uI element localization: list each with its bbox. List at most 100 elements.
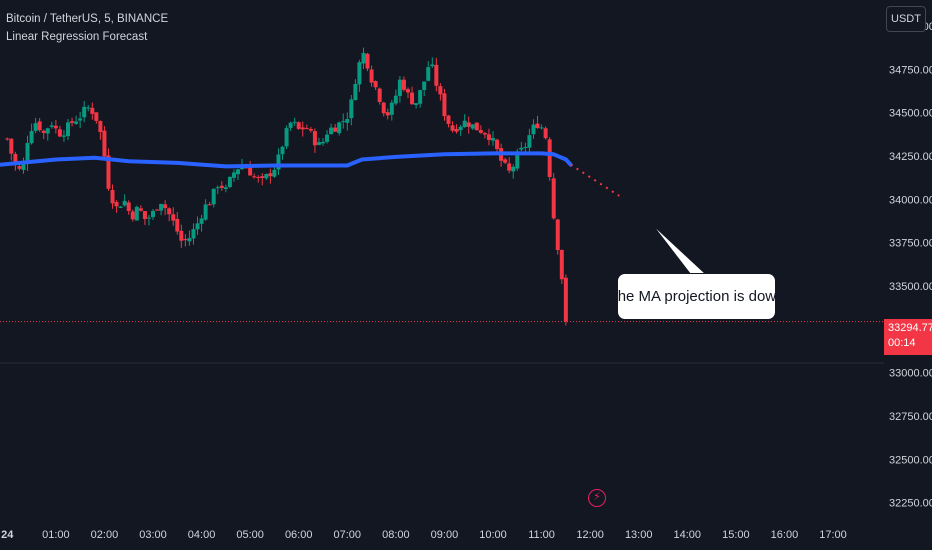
candle [446, 114, 451, 128]
candle [82, 101, 87, 123]
currency-unit-button[interactable]: USDT [886, 6, 926, 32]
candle [66, 118, 70, 140]
candle [53, 119, 58, 134]
candle [199, 214, 204, 232]
y-tick-label: 34750.00 [889, 64, 932, 76]
callout-annotation[interactable]: The MA projection is down [609, 273, 784, 320]
candle-body [41, 130, 46, 133]
x-tick-label: 13:00 [625, 529, 653, 541]
candle [5, 137, 10, 141]
candle-body [203, 204, 208, 220]
candle [203, 199, 208, 221]
candle-body [236, 169, 240, 175]
candle [527, 128, 532, 154]
x-axis[interactable]: 24 01:00 02:00 03:00 04:00 05:00 06:00 07:00 08:… [1, 529, 847, 541]
candle-body [126, 202, 131, 211]
indicator-title[interactable]: Linear Regression Forecast [6, 31, 148, 43]
candle-body [486, 134, 491, 140]
candle [547, 137, 552, 181]
candle [86, 104, 91, 112]
candle [21, 157, 26, 174]
candle-body [17, 166, 22, 169]
candle-body [531, 124, 536, 135]
candle [25, 135, 30, 172]
candle [438, 83, 443, 101]
candle [454, 124, 459, 134]
candle-body [373, 81, 378, 88]
candle [422, 81, 427, 97]
last-price-tag: 33294.77 00:14 [884, 319, 932, 355]
candle [223, 184, 228, 193]
candle [183, 234, 188, 247]
symbol-title[interactable]: Bitcoin / TetherUS, 5, BINANCE [6, 13, 169, 25]
candle-body [183, 239, 188, 241]
candle [325, 130, 330, 144]
candle [187, 230, 192, 246]
x-tick-label: 05:00 [236, 529, 264, 541]
candle [260, 173, 265, 186]
candle [106, 148, 111, 191]
y-tick-label: 32500.00 [889, 454, 932, 466]
candle [519, 141, 524, 152]
candle-body [179, 230, 184, 241]
ma-line [0, 151, 573, 169]
candle-body [33, 123, 38, 131]
y-tick-label: 32750.00 [889, 411, 932, 423]
candle-body [361, 52, 366, 64]
candle-body [260, 176, 265, 178]
candle [78, 111, 83, 129]
candle-body [53, 125, 58, 129]
y-axis[interactable]: 35000.0034750.0034500.0034250.0034000.00… [889, 21, 932, 510]
chart-header: Bitcoin / TetherUS, 5, BINANCE Linear Re… [6, 10, 168, 46]
candle [276, 148, 281, 175]
candle [151, 208, 155, 220]
candle [486, 128, 491, 146]
candle-body [167, 208, 172, 215]
candle [110, 184, 115, 209]
candle-body [284, 128, 289, 147]
candle [9, 138, 14, 161]
candle-body [442, 93, 447, 117]
candle-body [446, 115, 451, 124]
candle-body [491, 138, 495, 141]
candle-body [288, 122, 293, 128]
candle-body [74, 121, 79, 124]
candle-body [199, 218, 204, 224]
candle-body [21, 161, 26, 170]
candle [304, 124, 309, 130]
candle [280, 145, 285, 160]
candle [227, 176, 232, 189]
candle [337, 121, 342, 136]
candle-body [13, 154, 18, 165]
candle [175, 212, 180, 235]
candle-body [130, 211, 135, 220]
candle-body [231, 172, 236, 178]
candle-body [146, 217, 151, 219]
candle [410, 86, 415, 105]
x-tick-label: 12:00 [576, 529, 604, 541]
candle [418, 89, 423, 108]
candle [345, 112, 350, 131]
candle [195, 216, 200, 235]
x-tick-label: 08:00 [382, 529, 410, 541]
candle-body [268, 173, 273, 177]
candle [333, 124, 338, 132]
candle [41, 129, 46, 140]
candle-body [458, 126, 463, 131]
candle [491, 131, 495, 146]
candle [134, 205, 139, 221]
lightning-bolt-icon[interactable]: ⚡ [588, 489, 606, 507]
candle [466, 116, 471, 134]
candle-body [503, 159, 508, 163]
candle-body [365, 53, 370, 69]
x-tick-label: 06:00 [285, 529, 313, 541]
candle [268, 168, 273, 184]
candle [308, 127, 313, 133]
candle [377, 87, 382, 105]
bar-countdown: 00:14 [888, 337, 916, 349]
candle-body [300, 127, 305, 130]
candle [426, 61, 431, 82]
candle [114, 200, 119, 213]
candle-body [369, 69, 374, 83]
